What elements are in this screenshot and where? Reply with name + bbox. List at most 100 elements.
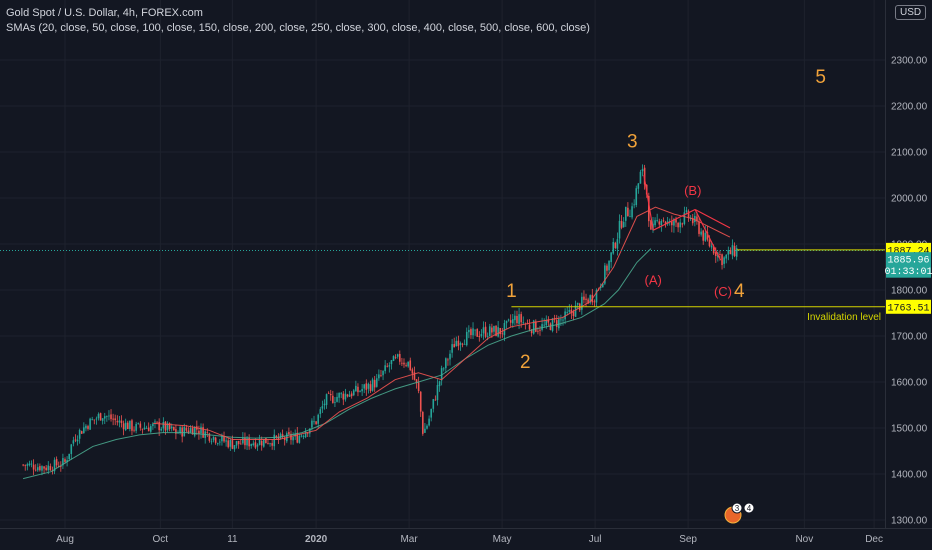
candle xyxy=(497,321,499,338)
candle-body xyxy=(367,383,370,389)
candle-body xyxy=(683,212,686,224)
wave-label: 2 xyxy=(520,352,531,373)
candle-body xyxy=(658,221,661,225)
candle-body xyxy=(181,427,183,437)
candle-body xyxy=(156,421,158,423)
candle-body xyxy=(350,393,353,397)
candle-body xyxy=(85,425,87,429)
candle xyxy=(478,331,481,342)
candle xyxy=(93,419,96,425)
candle xyxy=(378,369,380,381)
candle xyxy=(650,219,652,230)
price-tick-label: 1400.00 xyxy=(891,470,928,481)
currency-button[interactable]: USD xyxy=(895,5,927,20)
candle xyxy=(294,429,296,440)
candle xyxy=(83,422,85,434)
candle-body xyxy=(719,254,721,255)
price-axis[interactable]: 1300.00 1400.00 1500.00 1600.00 1700.00 1800.… xyxy=(884,56,932,527)
candle-body xyxy=(375,378,378,387)
time-axis[interactable]: Aug Oct 11 2020 Mar May Jul Sep Nov Dec 3 4 xyxy=(56,502,883,545)
candle xyxy=(375,373,378,388)
candle-body xyxy=(344,393,347,400)
candle-body xyxy=(677,222,679,228)
wave-label: 5 xyxy=(815,67,826,88)
candle xyxy=(344,388,347,402)
candle-body xyxy=(601,283,604,288)
candle xyxy=(677,221,679,233)
candle-body xyxy=(244,437,246,446)
event-badge xyxy=(731,502,743,514)
candle-body xyxy=(214,437,217,443)
candle xyxy=(365,379,368,396)
candle-body xyxy=(68,453,70,460)
candle xyxy=(453,337,456,348)
candle xyxy=(70,443,73,460)
candle xyxy=(422,410,424,436)
candle xyxy=(687,209,690,222)
candle xyxy=(610,252,612,269)
candle xyxy=(260,436,263,451)
candle xyxy=(639,169,642,184)
candle xyxy=(491,323,493,338)
candle xyxy=(637,182,640,194)
candle xyxy=(392,355,395,362)
candle-body xyxy=(269,443,271,445)
candle xyxy=(543,318,545,328)
candle xyxy=(367,382,370,394)
candle xyxy=(338,392,340,403)
candle xyxy=(430,408,432,422)
candle-body xyxy=(225,440,227,442)
candle-body xyxy=(581,296,583,310)
candle xyxy=(202,423,204,439)
candle-body xyxy=(522,322,525,324)
candle xyxy=(78,428,81,444)
candle-body xyxy=(162,421,165,429)
candle xyxy=(355,380,357,392)
candle-body xyxy=(300,435,303,437)
candle-body xyxy=(434,399,437,401)
candle-body xyxy=(57,465,60,467)
candle xyxy=(160,426,163,432)
candle-body xyxy=(28,463,31,466)
candle-body xyxy=(74,439,77,441)
candle-body xyxy=(392,356,395,361)
sma-long-line xyxy=(22,248,652,480)
candle xyxy=(149,424,152,434)
candle xyxy=(321,400,324,413)
candle-body xyxy=(641,169,644,172)
candle-body xyxy=(62,458,64,466)
candle xyxy=(235,440,238,449)
candle-body xyxy=(158,421,160,431)
candle xyxy=(114,414,117,426)
candle xyxy=(382,370,384,381)
candle-body xyxy=(191,428,194,435)
candle-body xyxy=(654,220,656,226)
candle xyxy=(733,242,736,258)
candle-body xyxy=(620,220,623,228)
candle-body xyxy=(401,362,403,364)
candle xyxy=(447,357,449,366)
candle-body xyxy=(685,210,688,212)
symbol-title[interactable]: Gold Spot / U.S. Dollar, 4h, FOREX.com xyxy=(6,7,203,19)
candle-body xyxy=(185,427,188,431)
candle-body xyxy=(424,428,426,433)
candle-body xyxy=(627,207,629,217)
candle-body xyxy=(422,411,424,434)
candle xyxy=(507,318,510,322)
candle-body xyxy=(409,360,412,370)
candle-body xyxy=(566,311,568,313)
candle xyxy=(436,379,439,406)
candle xyxy=(601,283,604,288)
indicator-legend[interactable]: SMAs (20, close, 50, close, 100, close, … xyxy=(6,22,590,34)
candle-body xyxy=(242,437,244,444)
candle-body xyxy=(60,466,62,467)
candle-body xyxy=(254,442,257,448)
candle xyxy=(133,426,135,433)
candle-body xyxy=(501,333,504,335)
candle xyxy=(484,321,487,339)
candle xyxy=(110,409,112,422)
candle xyxy=(373,375,376,392)
candle-body xyxy=(277,436,280,440)
wave-label: 3 xyxy=(627,131,638,152)
